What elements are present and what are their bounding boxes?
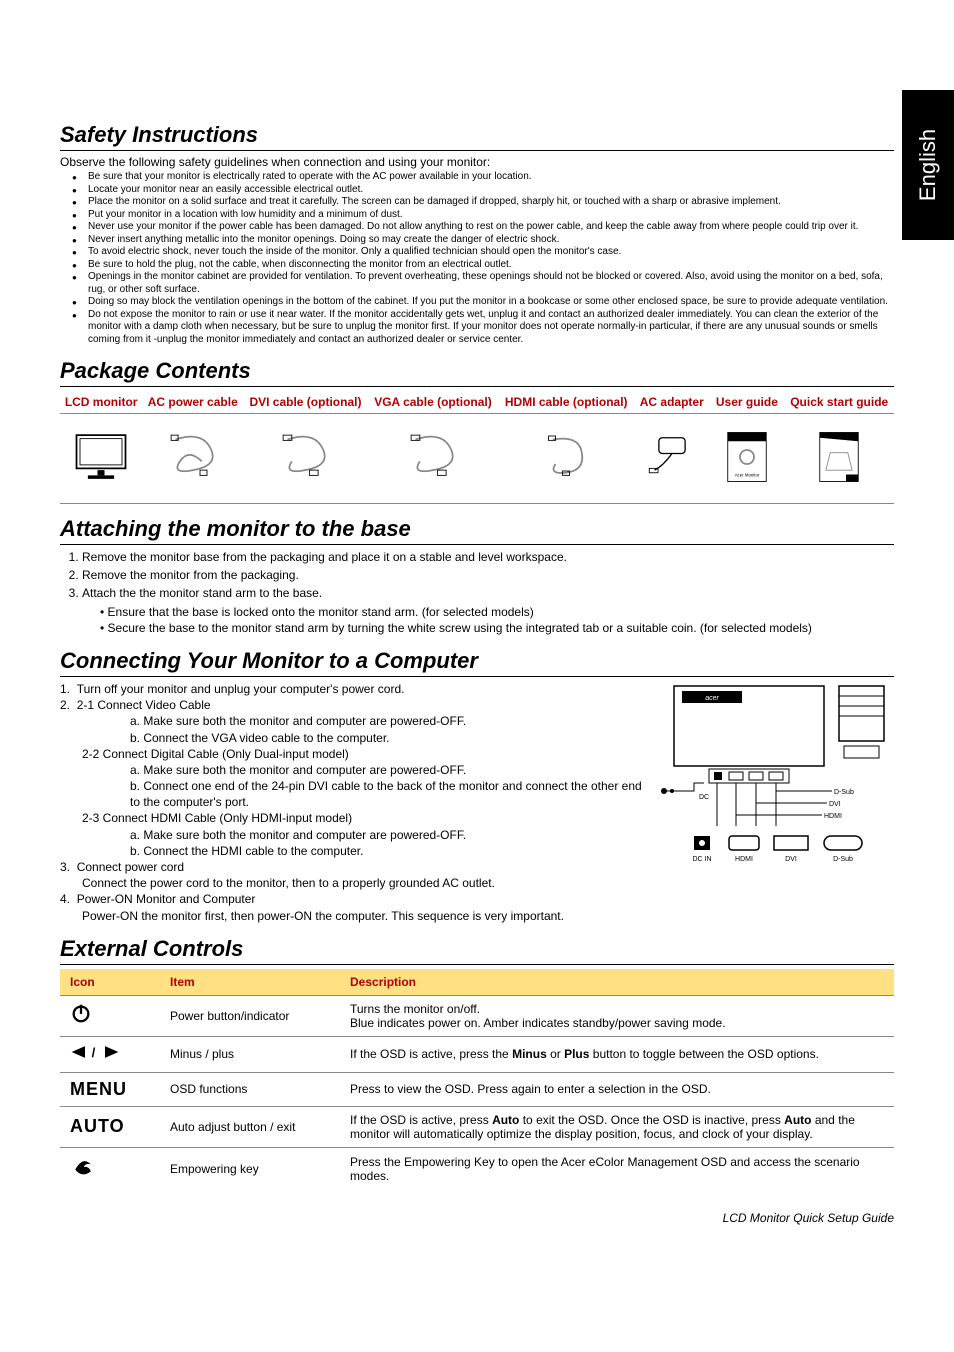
ctrl-row-menu: MENU OSD functions Press to view the OSD…: [60, 1072, 894, 1106]
pkg-lcd: [60, 414, 142, 504]
safety-bullet: Doing so may block the ventilation openi…: [76, 296, 894, 309]
menu-icon: MENU: [60, 1072, 160, 1106]
attach-step: Remove the monitor from the packaging.: [82, 567, 894, 583]
ctrl-row-minus-plus: / Minus / plus If the OSD is active, pre…: [60, 1036, 894, 1072]
conn-2-1a: a. Make sure both the monitor and comput…: [60, 713, 644, 729]
attaching-steps: Remove the monitor base from the packagi…: [60, 549, 894, 602]
attach-step: Remove the monitor base from the packagi…: [82, 549, 894, 565]
ctrl-row-power: Power button/indicator Turns the monitor…: [60, 995, 894, 1036]
svg-text:HDMI: HDMI: [824, 813, 842, 820]
safety-bullet: Never insert anything metallic into the …: [76, 234, 894, 247]
controls-heading: External Controls: [60, 936, 894, 965]
pkg-header: DVI cable (optional): [243, 391, 368, 414]
connecting-heading: Connecting Your Monitor to a Computer: [60, 648, 894, 677]
pkg-user-guide: Acer Monitor: [709, 414, 784, 504]
pkg-ac-cable: [142, 414, 243, 504]
package-table: LCD monitorAC power cableDVI cable (opti…: [60, 391, 894, 504]
pkg-header: AC power cable: [142, 391, 243, 414]
svg-text:D-Sub: D-Sub: [834, 789, 854, 796]
language-label: English: [915, 129, 941, 201]
svg-text:DC IN: DC IN: [692, 856, 711, 863]
conn-step1: Turn off your monitor and unplug your co…: [77, 682, 405, 696]
svg-text:Acer Monitor: Acer Monitor: [735, 472, 760, 477]
ctrl-item-emp: Empowering key: [160, 1147, 340, 1191]
pkg-header: LCD monitor: [60, 391, 142, 414]
conn-2-1: 2-1 Connect Video Cable: [77, 698, 211, 712]
power-icon: [60, 995, 160, 1036]
minus-plus-icon: /: [60, 1036, 160, 1072]
conn-step3-sub: Connect the power cord to the monitor, t…: [60, 875, 644, 891]
attach-sub-1: • Ensure that the base is locked onto th…: [100, 604, 894, 620]
svg-text:acer: acer: [705, 695, 719, 702]
safety-bullet: Never use your monitor if the power cabl…: [76, 221, 894, 234]
auto-icon: AUTO: [60, 1106, 160, 1147]
ctrl-item-power: Power button/indicator: [160, 995, 340, 1036]
safety-bullet: To avoid electric shock, never touch the…: [76, 246, 894, 259]
ctrl-desc-mp: If the OSD is active, press the Minus or…: [340, 1036, 894, 1072]
pkg-header: AC adapter: [634, 391, 709, 414]
ctrl-desc-auto: If the OSD is active, press Auto to exit…: [340, 1106, 894, 1147]
pkg-header: Quick start guide: [784, 391, 894, 414]
svg-text:HDMI: HDMI: [735, 856, 753, 863]
conn-2-3b: b. Connect the HDMI cable to the compute…: [60, 843, 644, 859]
safety-bullet: Put your monitor in a location with low …: [76, 209, 894, 222]
safety-bullet: Openings in the monitor cabinet are prov…: [76, 271, 894, 296]
pkg-hdmi-cable: [498, 414, 634, 504]
svg-text:DC: DC: [699, 794, 709, 801]
safety-bullet: Place the monitor on a solid surface and…: [76, 196, 894, 209]
safety-bullet: Do not expose the monitor to rain or use…: [76, 309, 894, 347]
empower-icon: [60, 1147, 160, 1191]
safety-bullet-list: Be sure that your monitor is electricall…: [60, 171, 894, 346]
connection-diagram: acer DC D-Sub DVI HDMI DC IN: [654, 681, 894, 924]
conn-2-2: 2-2 Connect Digital Cable (Only Dual-inp…: [82, 747, 349, 761]
connecting-text: 1. Turn off your monitor and unplug your…: [60, 681, 644, 924]
attaching-heading: Attaching the monitor to the base: [60, 516, 894, 545]
svg-text:DVI: DVI: [829, 801, 841, 808]
safety-bullet: Be sure to hold the plug, not the cable,…: [76, 259, 894, 272]
pkg-header: VGA cable (optional): [368, 391, 498, 414]
pkg-qsg: [784, 414, 894, 504]
attach-sub-2: • Secure the base to the monitor stand a…: [100, 620, 894, 636]
svg-text:/: /: [92, 1045, 96, 1060]
attaching-substeps: • Ensure that the base is locked onto th…: [60, 604, 894, 636]
pkg-header: HDMI cable (optional): [498, 391, 634, 414]
svg-text:D-Sub: D-Sub: [833, 856, 853, 863]
pkg-dvi-cable: [243, 414, 368, 504]
safety-bullet: Locate your monitor near an easily acces…: [76, 184, 894, 197]
pkg-header: User guide: [709, 391, 784, 414]
attach-step: Attach the the monitor stand arm to the …: [82, 585, 894, 601]
ctrl-hdr-desc: Description: [340, 969, 894, 996]
ctrl-hdr-icon: Icon: [60, 969, 160, 996]
svg-text:DVI: DVI: [785, 856, 797, 863]
pkg-adapter: [634, 414, 709, 504]
conn-step4: Power-ON Monitor and Computer: [77, 892, 256, 906]
page-footer: LCD Monitor Quick Setup Guide: [60, 1211, 894, 1225]
safety-heading: Safety Instructions: [60, 122, 894, 151]
conn-2-3: 2-3 Connect HDMI Cable (Only HDMI-input …: [82, 811, 352, 825]
controls-table: Icon Item Description Power button/indic…: [60, 969, 894, 1191]
conn-2-2a: a. Make sure both the monitor and comput…: [60, 762, 644, 778]
ctrl-hdr-item: Item: [160, 969, 340, 996]
safety-bullet: Be sure that your monitor is electricall…: [76, 171, 894, 184]
ctrl-item-auto: Auto adjust button / exit: [160, 1106, 340, 1147]
conn-step3: Connect power cord: [77, 860, 184, 874]
language-tab: English: [902, 90, 954, 240]
conn-step4-sub: Power-ON the monitor first, then power-O…: [60, 908, 644, 924]
ctrl-desc-power: Turns the monitor on/off. Blue indicates…: [340, 995, 894, 1036]
ctrl-row-empower: Empowering key Press the Empowering Key …: [60, 1147, 894, 1191]
ctrl-desc-menu: Press to view the OSD. Press again to en…: [340, 1072, 894, 1106]
pkg-vga-cable: [368, 414, 498, 504]
ctrl-item-mp: Minus / plus: [160, 1036, 340, 1072]
safety-intro: Observe the following safety guidelines …: [60, 155, 894, 169]
conn-2-2b: b. Connect one end of the 24-pin DVI cab…: [60, 778, 644, 810]
conn-2-3a: a. Make sure both the monitor and comput…: [60, 827, 644, 843]
ctrl-row-auto: AUTO Auto adjust button / exit If the OS…: [60, 1106, 894, 1147]
ctrl-item-menu: OSD functions: [160, 1072, 340, 1106]
package-heading: Package Contents: [60, 358, 894, 387]
conn-2-1b: b. Connect the VGA video cable to the co…: [60, 730, 644, 746]
ctrl-desc-emp: Press the Empowering Key to open the Ace…: [340, 1147, 894, 1191]
